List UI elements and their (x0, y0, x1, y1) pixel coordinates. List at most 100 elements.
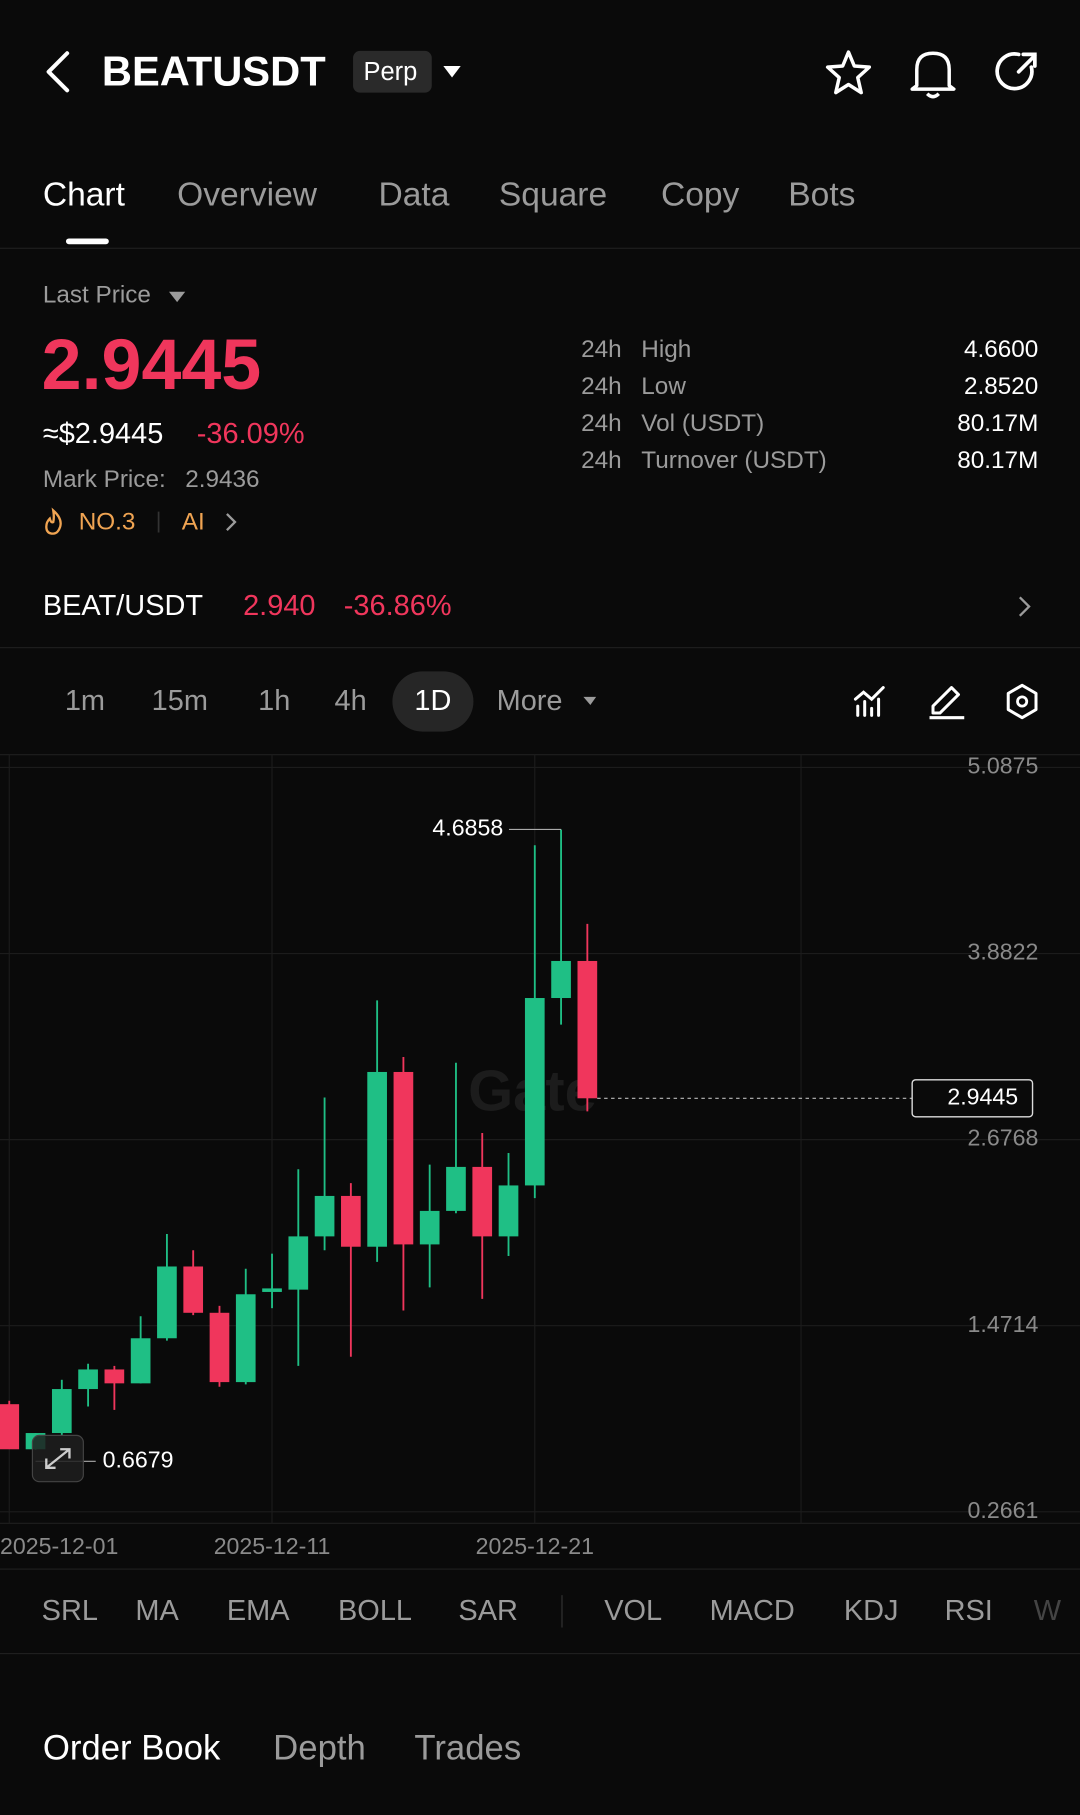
last-price-label: 2.9445 (947, 1083, 1018, 1109)
tab-indicator (65, 238, 109, 245)
indicator[interactable]: SAR (458, 1594, 518, 1627)
bottom-tab[interactable]: Trades (414, 1729, 522, 1768)
candle-body (498, 1185, 519, 1237)
usd-price: ≈$2.9445 (42, 417, 164, 450)
candle-body (157, 1266, 177, 1339)
candle-body (393, 1071, 414, 1245)
bottom-tab[interactable]: Depth (273, 1729, 366, 1768)
tab[interactable]: Bots (788, 176, 856, 214)
stat-value: 2.8520 (963, 373, 1039, 400)
indicator[interactable]: VOL (604, 1594, 663, 1627)
spot-chevron[interactable] (1014, 593, 1037, 621)
candle-body (262, 1288, 282, 1292)
ai-link[interactable]: AI (181, 508, 205, 536)
star-icon[interactable] (825, 50, 872, 95)
settings-icon[interactable] (1006, 683, 1038, 720)
candle-body (577, 960, 598, 1099)
indicator[interactable]: EMA (226, 1594, 290, 1627)
candle-body (446, 1166, 466, 1211)
tab[interactable]: Data (378, 176, 450, 214)
candle-body (51, 1389, 72, 1434)
more-dropdown[interactable] (583, 696, 597, 705)
divider (0, 247, 1080, 249)
price-label[interactable]: Last Price (42, 281, 151, 309)
price-change: -36.09% (196, 417, 305, 450)
indicator[interactable]: MACD (709, 1594, 795, 1627)
y-tick-label: 1.4714 (968, 1311, 1039, 1337)
separator (561, 1595, 563, 1628)
bell-icon[interactable] (910, 51, 956, 99)
indicator[interactable]: BOLL (338, 1594, 413, 1627)
stat-period: 24h (581, 336, 622, 363)
x-tick-label: 2025-12-01 (0, 1533, 118, 1559)
indicator[interactable]: W (1033, 1594, 1062, 1627)
bottom-tab-active[interactable]: Order Book (42, 1729, 221, 1768)
tab[interactable]: Overview (177, 176, 318, 214)
timeframe[interactable]: 1h (258, 684, 291, 718)
mark-label: Mark Price: (42, 465, 166, 493)
rank[interactable]: NO.3 (78, 508, 136, 536)
x-tick-label: 2025-12-21 (476, 1533, 594, 1559)
stat-label: Turnover (USDT) (641, 447, 827, 475)
y-tick-label: 5.0875 (968, 753, 1039, 779)
candle-body (419, 1210, 440, 1245)
header-icons (46, 50, 1037, 99)
timeframe[interactable]: 4h (334, 684, 367, 718)
timeframe[interactable]: More (496, 684, 563, 718)
timeframe[interactable]: 1m (64, 684, 106, 718)
stat-period: 24h (581, 447, 622, 475)
dropdown-icon[interactable] (443, 65, 461, 78)
tab-active[interactable]: Chart (42, 176, 125, 214)
share-icon[interactable] (995, 52, 1034, 91)
last-price-box (911, 1079, 1034, 1118)
stat-period: 24h (581, 410, 622, 437)
candle-body (104, 1369, 125, 1384)
candle-body (524, 998, 545, 1186)
back-icon[interactable] (46, 51, 70, 93)
indicator[interactable]: KDJ (843, 1594, 899, 1627)
share-arrow (1016, 52, 1037, 74)
flame-icon (45, 507, 62, 535)
candle-body (472, 1166, 493, 1237)
timeframe-active[interactable]: 1D (414, 684, 452, 718)
stat-value: 80.17M (957, 447, 1039, 475)
timeframe[interactable]: 15m (151, 684, 208, 718)
stat-value: 4.6600 (963, 336, 1039, 363)
settings-dot (1016, 695, 1029, 708)
draw-icon[interactable] (929, 686, 965, 720)
divider (0, 1568, 1080, 1570)
stat-label: Vol (USDT) (641, 410, 765, 437)
price-dropdown[interactable] (167, 289, 188, 303)
low-label: 0.6679 (103, 1446, 174, 1472)
y-tick-label: 2.6768 (968, 1125, 1039, 1151)
candle-body (0, 1404, 20, 1450)
candle-body (367, 1071, 387, 1247)
high-label: 4.6858 (432, 815, 503, 841)
tab[interactable]: Square (498, 176, 608, 214)
candle-body (551, 960, 571, 999)
candle-body (183, 1266, 204, 1313)
y-tick-label: 0.2661 (968, 1497, 1039, 1523)
tab[interactable]: Copy (660, 176, 740, 214)
chevron[interactable] (226, 513, 237, 531)
perp-pill (353, 50, 432, 93)
candle-body (209, 1312, 230, 1383)
indicator[interactable]: SRL (41, 1594, 98, 1627)
indicator[interactable]: RSI (944, 1594, 993, 1627)
stat-label: Low (641, 373, 686, 400)
symbol: BEATUSDT (101, 47, 326, 95)
candle-body (314, 1195, 335, 1237)
spot-price: 2.940 (243, 589, 316, 623)
rank-icons (45, 507, 237, 535)
candle-body (130, 1338, 151, 1384)
candle-body (288, 1236, 309, 1290)
candle-body (341, 1195, 361, 1247)
spot-pair[interactable]: BEAT/USDT (42, 589, 204, 623)
indicator-icon[interactable] (853, 686, 885, 717)
indicator[interactable]: MA (135, 1594, 179, 1627)
mark-price: 2.9436 (185, 465, 260, 493)
divider (0, 647, 1080, 649)
y-tick-label: 3.8822 (968, 939, 1039, 965)
